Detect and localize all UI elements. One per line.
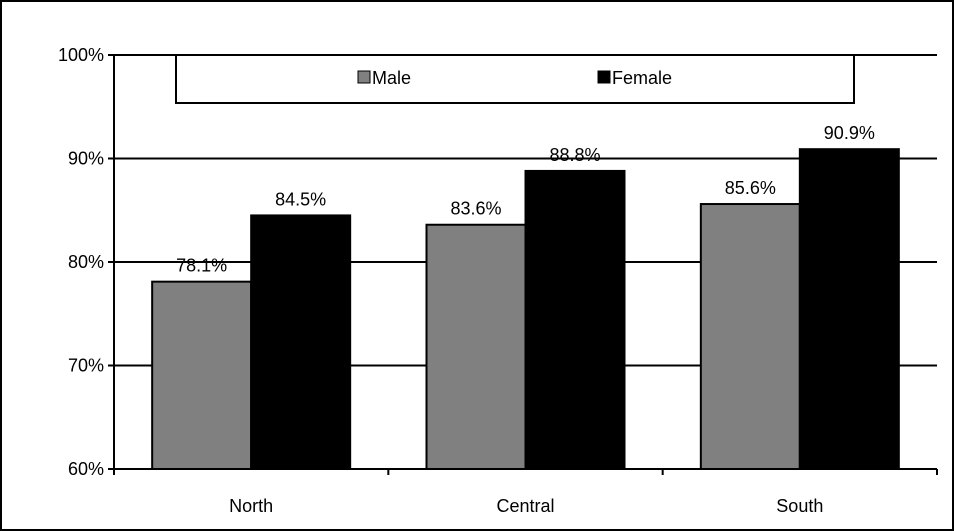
legend: Male Female <box>175 54 855 104</box>
data-label-female-central: 88.8% <box>549 145 600 165</box>
data-label-male-north: 78.1% <box>176 256 227 276</box>
y-tick-label-60: 60% <box>68 459 104 479</box>
bar-female-north <box>250 214 352 470</box>
x-category-label-north: North <box>229 496 273 516</box>
legend-label-male: Male <box>372 68 411 88</box>
bar-female-central <box>524 169 626 470</box>
legend-box <box>175 54 855 104</box>
y-tick-label-80: 80% <box>68 252 104 272</box>
bar-male-north <box>151 280 253 471</box>
data-label-female-south: 90.9% <box>824 123 875 143</box>
y-tick-label-90: 90% <box>68 149 104 169</box>
legend-swatch-male <box>357 70 371 84</box>
data-labels: 78.1% 84.5% 83.6% 88.8% 85.6% 90.9% <box>176 123 875 275</box>
bar-male-south <box>699 203 801 470</box>
axes: 60% 70% 80% 90% 100% North Central South <box>58 45 938 516</box>
bar-male-central <box>425 223 527 470</box>
data-label-male-south: 85.6% <box>725 178 776 198</box>
data-label-male-central: 83.6% <box>450 199 501 219</box>
bars <box>151 148 900 471</box>
x-category-label-central: Central <box>496 496 554 516</box>
data-label-female-north: 84.5% <box>275 189 326 209</box>
y-tick-label-100: 100% <box>58 45 104 65</box>
legend-label-female: Female <box>612 68 672 88</box>
legend-swatch-female <box>597 70 611 84</box>
y-tick-label-70: 70% <box>68 356 104 376</box>
x-category-label-south: South <box>776 496 823 516</box>
bar-female-south <box>798 148 900 470</box>
